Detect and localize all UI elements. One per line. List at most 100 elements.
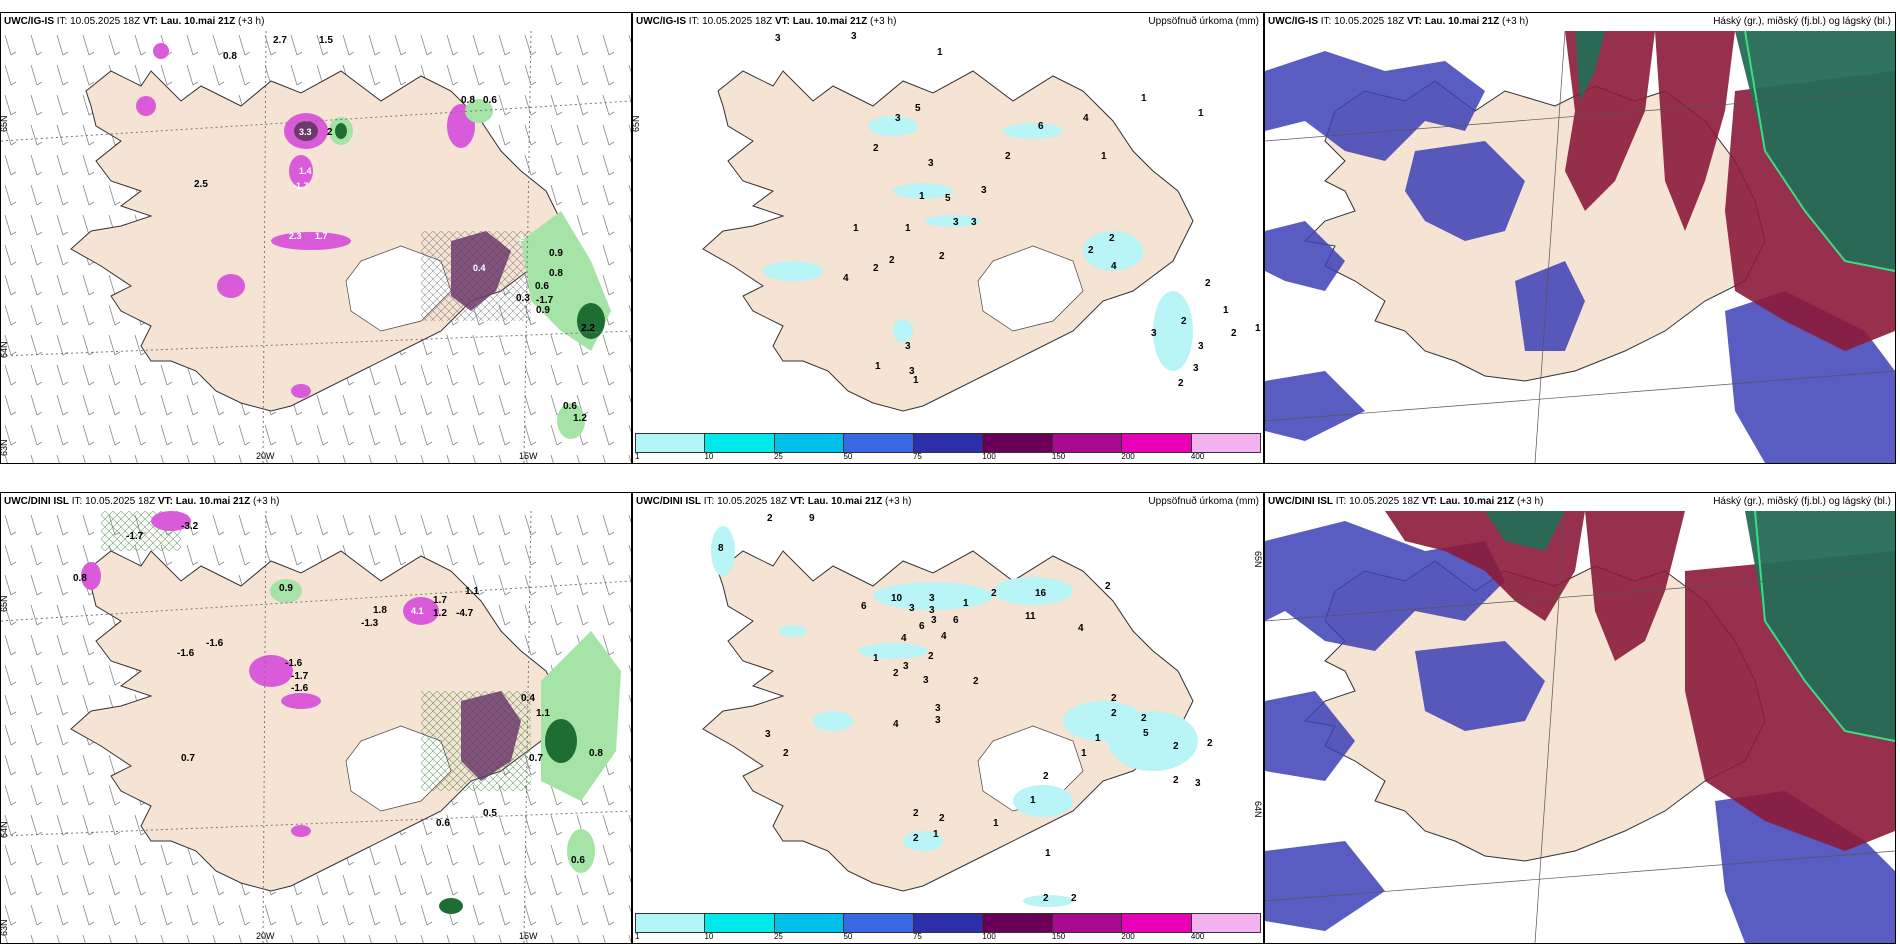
- precip-label: 1: [1095, 733, 1101, 744]
- temp-label: 3.3: [299, 127, 312, 137]
- temp-label: 0.7: [529, 753, 543, 764]
- model-name: UWC/IG-IS: [1268, 16, 1318, 27]
- legend-swatch: [844, 914, 914, 932]
- temp-label: -4.7: [456, 608, 474, 619]
- legend-tick: 1: [635, 932, 640, 941]
- precip-label: 10: [891, 593, 903, 604]
- map-area: [1265, 511, 1895, 943]
- wind-temp-panel-top: UWC/IG-IS IT: 10.05.2025 18Z VT: Lau. 10…: [0, 12, 632, 464]
- lat-label: 65N: [1, 595, 9, 612]
- precip-label: 2: [913, 808, 919, 819]
- temp-label: -1.3: [361, 618, 379, 629]
- graticule-line: [1, 580, 631, 622]
- temp-label: -1.7: [536, 295, 554, 306]
- precip-label: 1: [963, 598, 969, 609]
- map-area: 0.8 -1.7 -3.2 -1.6 0.9 -1.7 -1.6 -1.3 1.…: [1, 511, 631, 943]
- panel-header: UWC/IG-IS IT: 10.05.2025 18Z VT: Lau. 10…: [1, 13, 631, 31]
- map-area: 2 9 8 6 10 3 3 3 1 16 2 2 11 4 6 3 6 4 4…: [633, 511, 1263, 911]
- init-time: IT: 10.05.2025 18Z: [1320, 16, 1405, 27]
- temp-neg-blob: [294, 121, 318, 141]
- graticule-line: [1534, 31, 1566, 463]
- precip-label: 1: [1045, 848, 1051, 859]
- legend-tick: 100: [982, 932, 996, 941]
- precip-label: 2: [1181, 316, 1187, 327]
- precip-area: [925, 215, 981, 227]
- low-cloud-area: [1265, 521, 1505, 651]
- precip-label: 2: [928, 651, 934, 662]
- legend-swatch: [774, 434, 845, 452]
- temp-label: 2.7: [273, 35, 287, 46]
- lead-time: (+3 h): [253, 496, 280, 507]
- precip-label: 5: [915, 103, 921, 114]
- valid-time-label: VT:: [789, 496, 805, 507]
- map-area: 3 3 1 1 1 5 3 2 6 4 2 3 1 5 3 1 1 3 3 2 …: [633, 31, 1263, 431]
- low-cloud-area: [1265, 841, 1385, 931]
- low-cloud-area: [1415, 641, 1545, 731]
- temp-neg-blob: [271, 232, 351, 250]
- temp-label: -1.6: [177, 648, 195, 659]
- temp-label: 1.1: [536, 708, 550, 719]
- precip-area: [858, 643, 928, 659]
- temp-label: -1.6: [206, 638, 224, 649]
- precip-label: 1: [993, 818, 999, 829]
- valid-time: Lau. 10.mai 21Z: [1439, 496, 1515, 507]
- precip-label: 1: [1255, 323, 1261, 334]
- precip-label: 1: [1101, 151, 1107, 162]
- precip-label: 3: [1198, 341, 1204, 352]
- lon-label: 15W: [519, 451, 538, 461]
- graticule-line: [1265, 850, 1895, 902]
- iceland-land: [70, 550, 562, 892]
- legend-tick: 200: [1121, 932, 1135, 941]
- temp-label: -1.6: [291, 683, 309, 694]
- temp-label: 2.5: [194, 179, 208, 190]
- precip-area: [813, 711, 853, 731]
- panel-header: UWC/IG-IS IT: 10.05.2025 18Z VT: Lau. 10…: [1265, 13, 1895, 31]
- valid-time: Lau. 10.mai 21Z: [160, 16, 236, 27]
- temp-neg-blob: [403, 597, 439, 625]
- valid-time-label: VT:: [157, 496, 173, 507]
- legend-swatch: [1122, 434, 1192, 452]
- temp-label: 1.8: [373, 605, 387, 616]
- lon-label: 20W: [256, 931, 275, 941]
- legend-swatch: [913, 914, 984, 932]
- temp-label: 0.4: [473, 263, 486, 273]
- temp-pos-blob: [270, 579, 302, 603]
- graticule-line: [1534, 511, 1566, 943]
- temp-pos-blob: [577, 303, 605, 339]
- glacier: [977, 245, 1084, 332]
- legend-ticks: 1 10 25 50 75 100 150 200 400: [635, 452, 1261, 462]
- low-cloud-area: [1265, 51, 1485, 161]
- temp-neg-blob: [217, 274, 245, 298]
- precip-label: 2: [1173, 741, 1179, 752]
- precip-label: 3: [909, 603, 915, 614]
- precip-label: 1: [905, 223, 911, 234]
- precip-area: [873, 582, 993, 610]
- precip-label: 2: [1105, 581, 1111, 592]
- lead-time: (+3 h): [870, 16, 897, 27]
- high-cloud-area: [1485, 511, 1565, 551]
- low-cloud-area: [1405, 141, 1525, 241]
- temp-label: 1.7: [315, 231, 328, 241]
- temp-label: 1.2: [433, 608, 447, 619]
- panel-header: UWC/DINI ISL IT: 10.05.2025 18Z VT: Lau.…: [633, 493, 1263, 511]
- lead-time: (+3 h): [885, 496, 912, 507]
- temp-neg-blob: [291, 825, 311, 837]
- high-cloud-edge: [1744, 31, 1895, 272]
- precip-label: 3: [928, 158, 934, 169]
- legend-swatch: [705, 914, 775, 932]
- temp-label: 0.8: [589, 748, 603, 759]
- valid-time-label: VT:: [774, 16, 790, 27]
- temp-label: 1.1: [465, 586, 479, 597]
- temp-label: 1.7: [433, 595, 447, 606]
- temp-label: 0.6: [535, 281, 549, 292]
- low-cloud-area: [1265, 221, 1345, 291]
- precip-label: 1: [853, 223, 859, 234]
- precip-label: 6: [953, 615, 959, 626]
- precip-label: 1: [1141, 93, 1147, 104]
- lat-label: 64N: [1, 341, 9, 358]
- lead-time: (+3 h): [238, 16, 265, 27]
- legend-swatch: [1052, 914, 1123, 932]
- temp-pos-blob: [557, 403, 585, 439]
- temp-label: 0.6: [483, 95, 497, 106]
- temp-pos-blob: [465, 99, 493, 123]
